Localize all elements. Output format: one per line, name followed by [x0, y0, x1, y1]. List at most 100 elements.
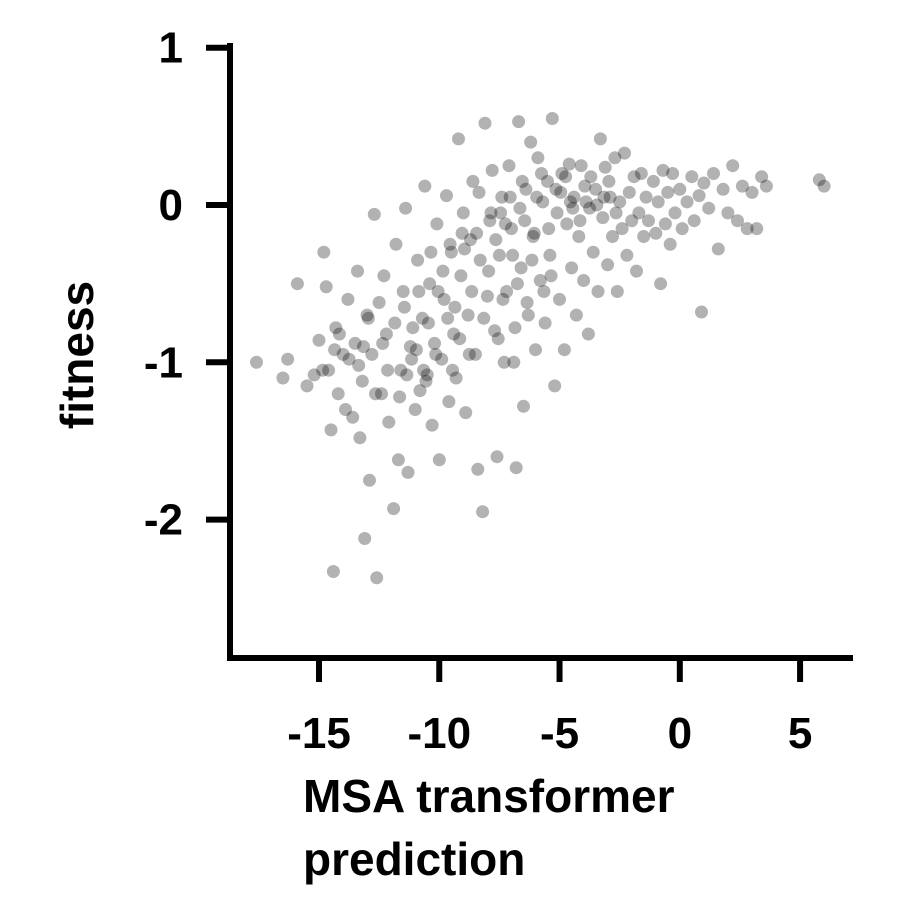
scatter-point [406, 321, 420, 335]
scatter-point [627, 170, 641, 184]
scatter-point [413, 384, 427, 398]
scatter-point [381, 363, 395, 377]
scatter-point [513, 201, 527, 215]
scatter-point [520, 296, 534, 309]
scatter-point [498, 217, 512, 231]
scatter-point [351, 264, 364, 278]
scatter-point [542, 222, 556, 236]
scatter-point [442, 395, 456, 409]
scatter-point [478, 116, 492, 130]
scatter-point [518, 214, 532, 228]
scatter-point [519, 182, 533, 196]
scatter-point [622, 185, 636, 199]
scatter-point [509, 461, 523, 475]
scatter-point [603, 190, 617, 204]
scatter-point [456, 206, 470, 220]
scatter-point [446, 363, 459, 377]
scatter-point [548, 379, 562, 393]
scatter-point [524, 135, 538, 149]
scatter-point [415, 311, 429, 325]
scatter-point [290, 277, 304, 291]
scatter-point [707, 167, 720, 180]
scatter-point [365, 347, 379, 361]
scatter-point [276, 371, 290, 385]
scatter-point [593, 132, 607, 146]
scatter-point [598, 160, 612, 174]
scatter-point [535, 167, 548, 180]
scatter-point [341, 292, 355, 306]
scatter-point [443, 237, 457, 251]
scatter-point [557, 343, 571, 357]
scatter-point [602, 174, 616, 188]
scatter-point [332, 327, 346, 341]
scatter-point [608, 151, 622, 165]
scatter-point [483, 214, 497, 228]
x-tick-label: 0 [668, 709, 692, 758]
scatter-point [506, 248, 520, 262]
scatter-point [441, 311, 455, 325]
scatter-point [461, 308, 475, 322]
scatter-point [396, 285, 410, 298]
scatter-point [459, 406, 473, 420]
scatter-point [514, 261, 528, 275]
scatter-point [675, 222, 689, 236]
scatter-point [687, 214, 701, 228]
scatter-point [610, 285, 624, 298]
scatter-point [553, 292, 566, 306]
scatter-point [597, 190, 611, 204]
scatter-point [480, 289, 494, 303]
scatter-point [382, 415, 396, 429]
scatter-points [250, 112, 831, 585]
scatter-point [538, 316, 552, 330]
scatter-point [586, 245, 600, 259]
scatter-point [417, 363, 431, 377]
scatter-point [634, 167, 648, 180]
scatter-point [521, 308, 535, 322]
scatter-point [536, 195, 550, 209]
scatter-point [735, 179, 749, 193]
scatter-point [613, 195, 627, 209]
scatter-point [663, 237, 677, 251]
x-ticks: -15 -10 -5 0 5 [287, 658, 812, 758]
scatter-point [651, 195, 665, 209]
scatter-point [721, 206, 735, 220]
scatter-point [517, 399, 530, 413]
y-ticks: 1 0 -1 -2 [144, 24, 230, 545]
x-tick-label: 5 [788, 709, 812, 758]
y-tick-label: -2 [144, 496, 183, 545]
x-axis-title-line-1: MSA transformer [303, 770, 675, 822]
scatter-point [510, 277, 524, 291]
scatter-point [400, 368, 414, 382]
scatter-point [692, 189, 706, 203]
scatter-point [484, 206, 498, 220]
scatter-point [430, 217, 444, 231]
x-tick-label: -15 [287, 709, 351, 758]
scatter-point [755, 170, 769, 184]
scatter-point [449, 371, 463, 385]
scatter-point [485, 163, 499, 177]
scatter-point [529, 343, 542, 357]
scatter-point [530, 190, 544, 204]
scatter-point [596, 211, 610, 225]
scatter-point [455, 226, 469, 240]
scatter-point [591, 285, 605, 298]
scatter-point [412, 285, 426, 298]
scatter-point [388, 316, 402, 330]
scatter-point [567, 190, 581, 204]
scatter-point [666, 167, 680, 180]
scatter-point [466, 174, 480, 188]
scatter-point [326, 565, 340, 578]
scatter-point [418, 179, 432, 193]
scatter-point [435, 352, 449, 366]
scatter-point [639, 190, 653, 204]
scatter-point [379, 327, 393, 341]
scatter-point [581, 327, 595, 341]
scatter-point [574, 159, 588, 173]
scatter-point [348, 336, 362, 350]
scatter-point [750, 222, 764, 236]
scatter-point [620, 248, 634, 262]
scatter-point [346, 410, 360, 424]
scatter-point [745, 185, 759, 199]
scatter-point [477, 311, 491, 325]
scatter-point [424, 245, 438, 259]
